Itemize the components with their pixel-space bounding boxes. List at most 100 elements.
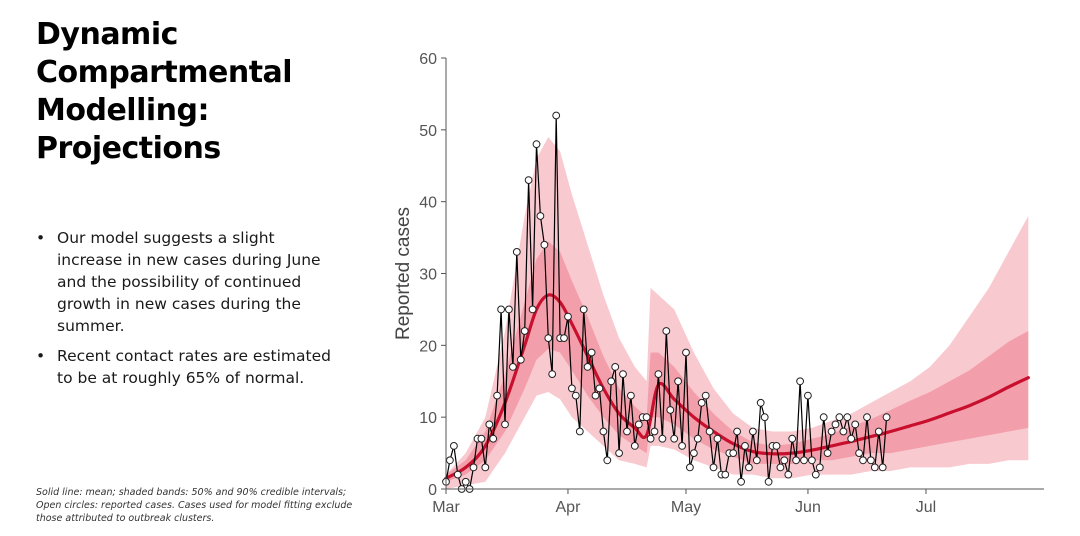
- bullet-text: Our model suggests a slight increase in …: [57, 229, 321, 335]
- observed-point: [650, 427, 659, 436]
- observed-point: [874, 427, 883, 436]
- y-tick-label: 10: [419, 410, 437, 427]
- observed-point: [701, 391, 710, 400]
- observed-point: [548, 370, 557, 379]
- observed-point: [835, 413, 844, 422]
- observed-point: [611, 363, 620, 371]
- bullet-item: • Recent contact rates are estimated to …: [36, 345, 336, 389]
- observed-point: [721, 470, 730, 479]
- y-tick-label: 30: [419, 267, 437, 284]
- observed-point: [520, 327, 529, 335]
- observed-point: [658, 434, 667, 443]
- observed-point: [804, 391, 812, 400]
- observed-point: [501, 420, 509, 429]
- slide-title: Dynamic Compartmental Modelling: Project…: [36, 17, 293, 166]
- observed-point: [504, 305, 513, 314]
- observed-point: [729, 449, 738, 458]
- observed-point: [481, 463, 490, 472]
- observed-point: [713, 434, 722, 443]
- observed-point: [524, 176, 533, 185]
- observed-point: [512, 248, 521, 256]
- observed-point: [745, 463, 753, 472]
- observed-point: [485, 420, 494, 429]
- observed-point: [489, 434, 498, 443]
- observed-point: [878, 463, 887, 472]
- observed-point: [870, 463, 879, 472]
- observed-point: [536, 212, 545, 220]
- x-tick-label: Mar: [432, 499, 460, 516]
- observed-point: [823, 449, 832, 458]
- observed-point: [776, 463, 785, 472]
- observed-point: [682, 348, 690, 357]
- band-50-credible: [446, 241, 1029, 482]
- observed-point: [450, 442, 458, 450]
- observed-point: [591, 391, 600, 400]
- observed-point: [843, 413, 852, 422]
- observed-point: [686, 463, 694, 472]
- observed-point: [827, 427, 836, 436]
- observed-point: [532, 140, 541, 149]
- credible-bands: [446, 137, 1029, 489]
- observed-point: [560, 334, 568, 343]
- observed-point: [552, 111, 561, 120]
- observed-point: [690, 449, 698, 458]
- observed-point: [752, 456, 761, 465]
- observed-point: [839, 427, 848, 436]
- bullet-marker: •: [36, 347, 46, 365]
- observed-point: [792, 456, 801, 465]
- observed-point: [516, 355, 525, 364]
- x-tick-label: Jul: [916, 499, 936, 516]
- observed-point: [509, 363, 517, 371]
- observed-point: [741, 442, 749, 450]
- observed-point: [678, 442, 687, 450]
- observed-point: [528, 305, 537, 314]
- observed-point: [630, 442, 639, 450]
- mean-line-group: [444, 293, 1030, 480]
- observed-point: [493, 391, 501, 400]
- observed-point: [733, 427, 742, 436]
- y-tick-label: 50: [419, 123, 437, 140]
- x-tick-label: May: [671, 499, 701, 516]
- observed-point: [583, 363, 592, 371]
- observed-point: [595, 384, 604, 393]
- chart-footnote: Solid line: mean; shaded bands: 50% and …: [36, 487, 353, 524]
- observed-point: [670, 434, 679, 443]
- projection-chart: 0 10 20 30 40 50 60 Mar Apr May Jun Jul Reported ca…: [393, 51, 1044, 516]
- mean-line: [444, 293, 1030, 480]
- observed-point: [800, 456, 808, 465]
- observed-point: [446, 456, 454, 465]
- observed-point: [575, 427, 584, 436]
- observed-point: [461, 477, 470, 486]
- observed-point: [780, 456, 789, 465]
- observed-point: [788, 434, 797, 443]
- observed-point: [705, 427, 714, 436]
- observed-point: [571, 391, 580, 400]
- observed-point: [819, 413, 828, 422]
- observed-point: [634, 420, 643, 429]
- observed-point: [709, 463, 718, 472]
- observed-point: [855, 449, 864, 458]
- observed-point: [784, 470, 793, 479]
- observed-point: [882, 413, 891, 422]
- observed-point: [760, 413, 769, 422]
- observed-point: [615, 449, 624, 458]
- observed-point: [831, 420, 840, 429]
- observed-point: [863, 413, 871, 422]
- observed-point: [619, 370, 627, 379]
- observed-point: [568, 384, 576, 393]
- observed-point: [815, 463, 824, 472]
- observed-point: [666, 406, 675, 414]
- observed-point: [477, 434, 486, 443]
- observed-point: [453, 470, 462, 479]
- observed-point: [599, 427, 608, 436]
- observed-point: [662, 327, 671, 335]
- y-tick-label: 60: [419, 51, 437, 68]
- observed-point: [654, 370, 663, 379]
- observed-point: [642, 413, 651, 422]
- observed-point: [544, 334, 553, 343]
- observed-point: [469, 463, 478, 472]
- observed-point: [811, 470, 820, 479]
- y-axis-label: Reported cases: [393, 207, 414, 340]
- x-tick-label: Jun: [795, 499, 821, 516]
- observed-point: [603, 456, 612, 465]
